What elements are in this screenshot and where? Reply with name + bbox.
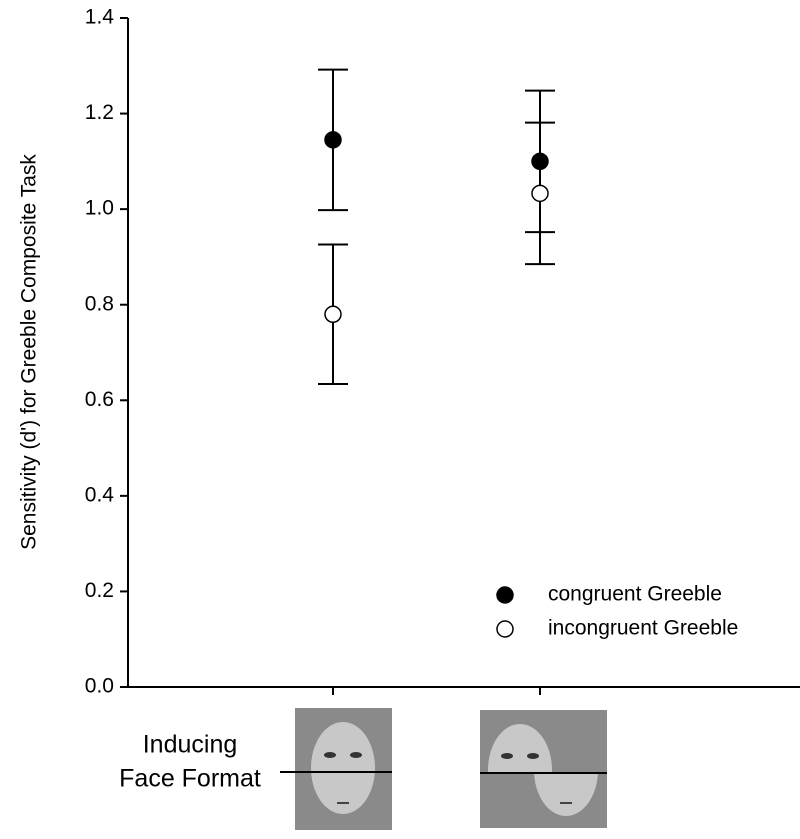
face-aligned xyxy=(280,708,392,830)
marker xyxy=(531,184,549,203)
marker xyxy=(324,305,342,324)
marker xyxy=(324,131,342,149)
legend-marker xyxy=(496,620,514,638)
y-tick-label: 0.4 xyxy=(85,483,115,506)
marker xyxy=(531,152,549,171)
legend-label: incongruent Greeble xyxy=(548,617,738,640)
legend-marker xyxy=(496,586,514,604)
x-axis-label: Face Format xyxy=(119,765,261,793)
y-tick-label: 1.4 xyxy=(85,6,115,29)
y-tick-label: 0.8 xyxy=(85,292,114,315)
y-tick-label: 1.2 xyxy=(85,101,114,124)
legend-label: congruent Greeble xyxy=(548,583,722,606)
y-tick-label: 0.0 xyxy=(85,675,114,698)
face-misaligned xyxy=(480,710,607,828)
y-tick-label: 1.0 xyxy=(85,197,114,220)
y-axis-label: Sensitivity (d') for Greeble Composite T… xyxy=(18,154,41,550)
y-tick-label: 0.2 xyxy=(85,579,114,602)
x-axis-label: Inducing xyxy=(143,731,238,759)
y-tick-label: 0.6 xyxy=(85,388,114,411)
